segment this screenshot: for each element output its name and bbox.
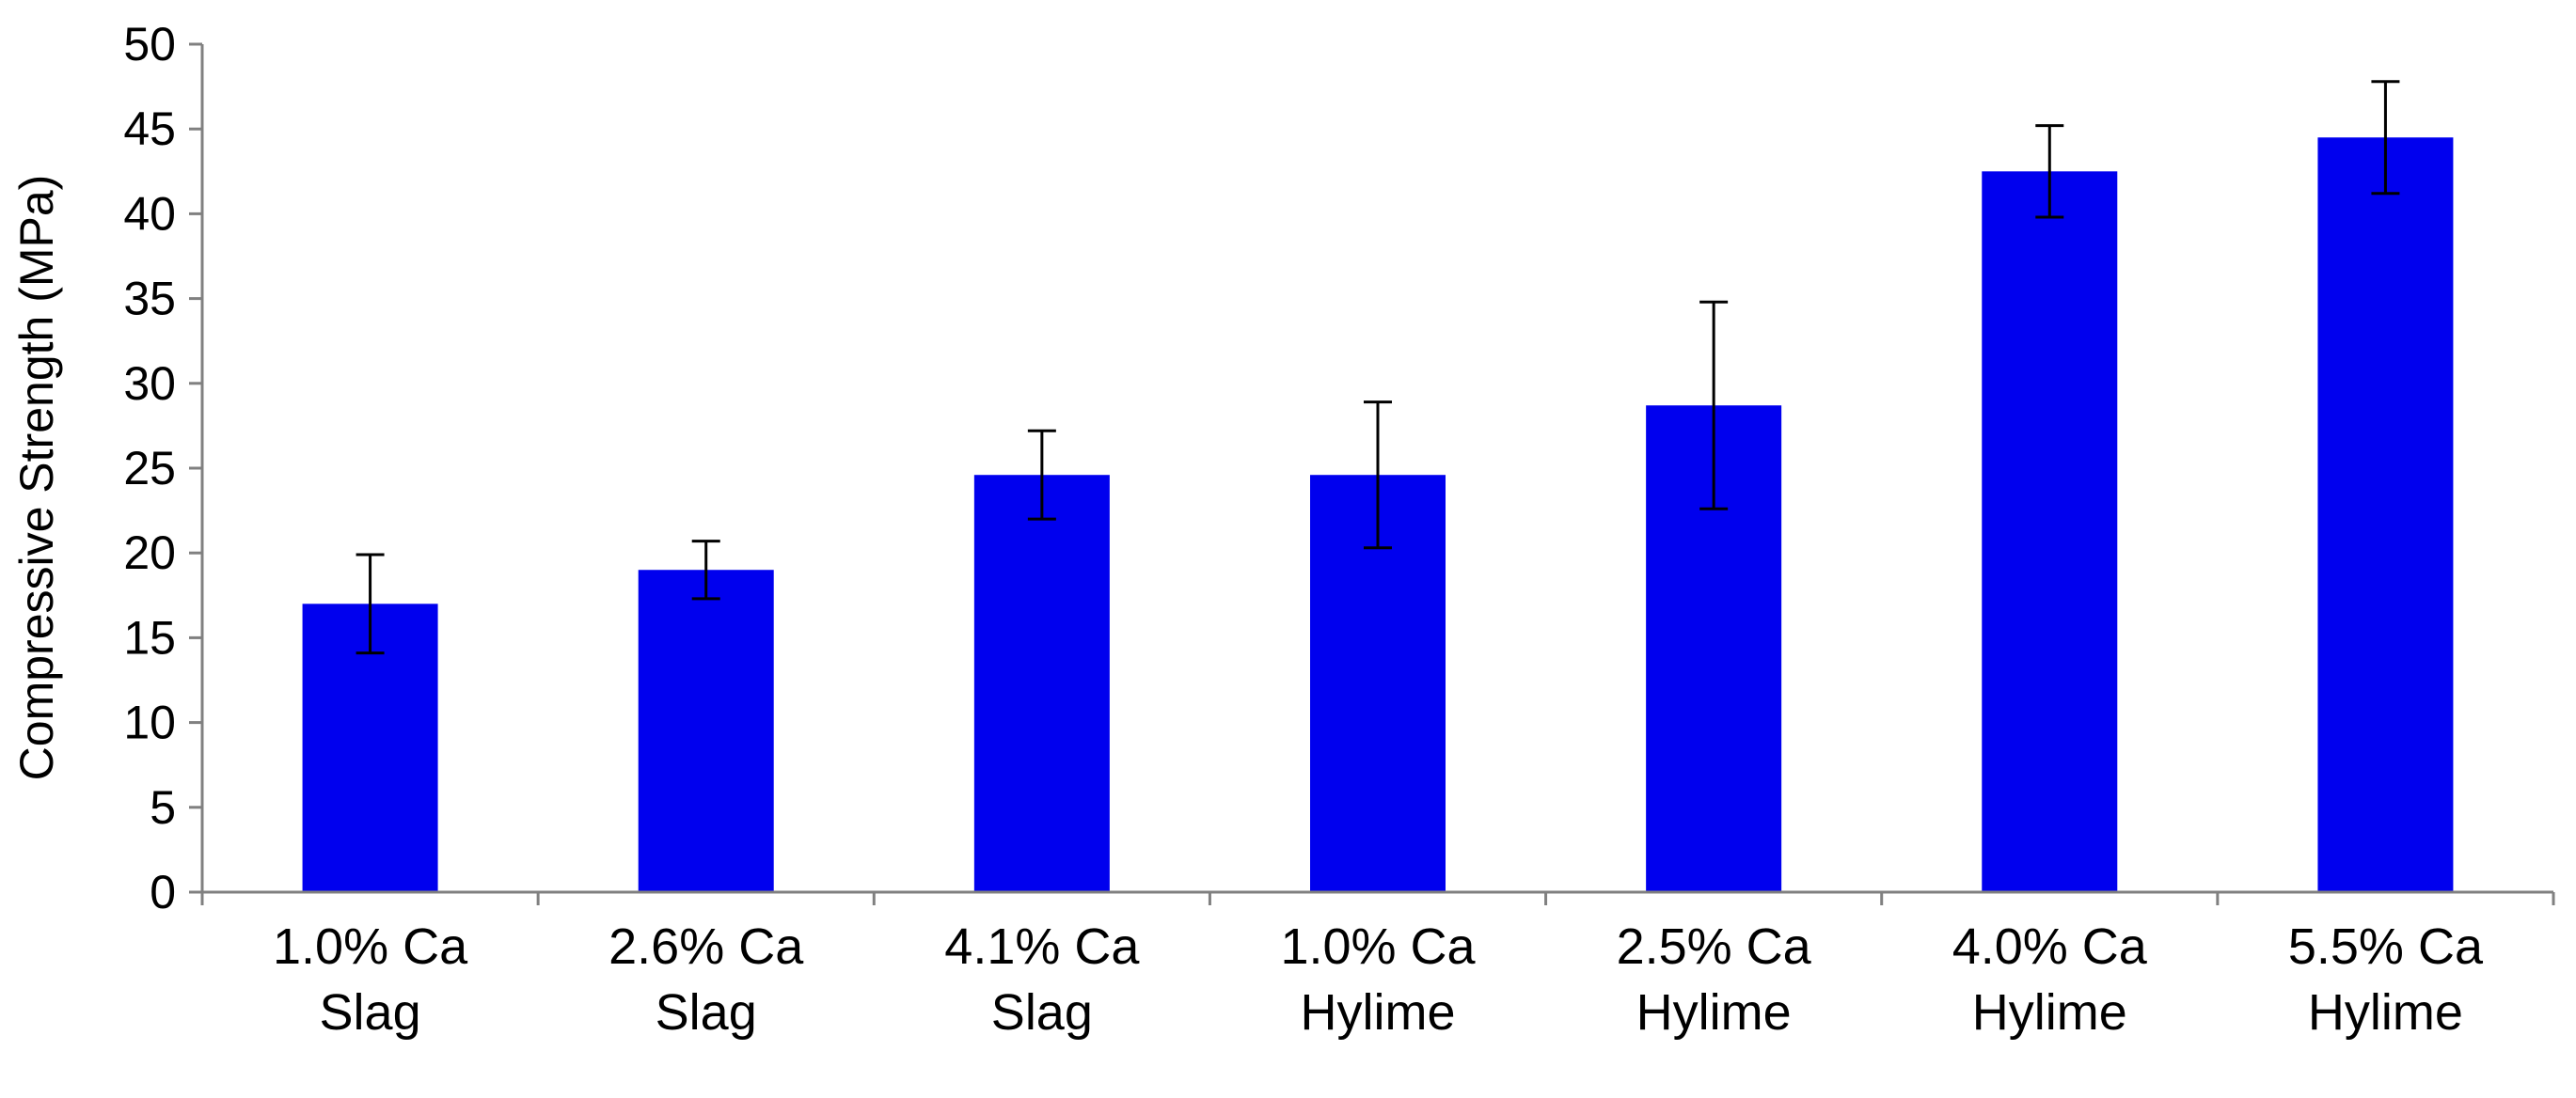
y-tick-label: 35 xyxy=(123,273,176,325)
bar-3 xyxy=(973,475,1110,892)
error-bar-3 xyxy=(1027,429,1056,521)
y-tick-label: 0 xyxy=(150,866,176,918)
x-tick-label-7: 5.5% Ca Hylime xyxy=(2288,918,2484,1041)
error-bar-6 xyxy=(2035,124,2064,219)
x-tick-label-1: 1.0% Ca Slag xyxy=(273,918,468,1041)
y-tick-label: 50 xyxy=(123,18,176,71)
y-tick-label: 10 xyxy=(123,697,176,749)
y-tick-label: 5 xyxy=(150,781,176,834)
error-bar-2 xyxy=(691,540,720,601)
x-tick-label-5: 2.5% Ca Hylime xyxy=(1617,918,1812,1041)
x-tick-label-6: 4.0% Ca Hylime xyxy=(1952,918,2148,1041)
y-tick-label: 30 xyxy=(123,357,176,410)
y-tick-label: 20 xyxy=(123,526,176,579)
y-tick-label: 25 xyxy=(123,442,176,494)
plot-area: 1.0% Ca Slag 2.6% Ca Slag 4.1% Ca Slag 1.0% Ca… xyxy=(123,18,2555,1041)
y-tick-label: 15 xyxy=(123,611,176,664)
x-tick-label-3: 4.1% Ca Slag xyxy=(944,918,1140,1041)
bar-7 xyxy=(2317,137,2454,893)
bar-2 xyxy=(638,570,774,892)
y-tick-label: 45 xyxy=(123,102,176,155)
error-bar-4 xyxy=(1364,400,1392,550)
error-bar-7 xyxy=(2371,80,2400,196)
y-tick-label: 40 xyxy=(123,187,176,240)
x-tick-label-4: 1.0% Ca Hylime xyxy=(1280,918,1476,1041)
x-tick-label-2: 2.6% Ca Slag xyxy=(608,918,804,1041)
y-axis-title: Compressive Strength (MPa) xyxy=(10,175,63,781)
error-bar-5 xyxy=(1699,300,1729,510)
bar-6 xyxy=(1982,171,2118,893)
error-bar-1 xyxy=(356,553,385,655)
